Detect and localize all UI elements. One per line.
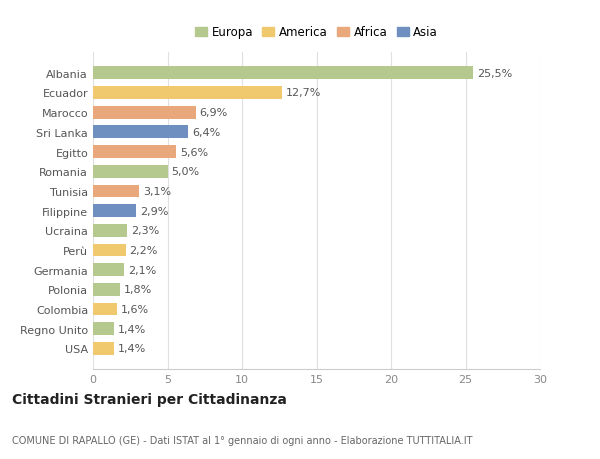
Bar	[93, 87, 282, 100]
Text: 3,1%: 3,1%	[143, 186, 171, 196]
Text: 12,7%: 12,7%	[286, 88, 322, 98]
Bar	[93, 244, 126, 257]
Text: 6,4%: 6,4%	[192, 128, 220, 138]
Bar	[93, 165, 167, 178]
Bar	[93, 264, 124, 276]
Text: 2,2%: 2,2%	[130, 246, 158, 256]
Bar	[93, 146, 176, 158]
Bar	[93, 323, 114, 336]
Text: 1,4%: 1,4%	[118, 324, 146, 334]
Bar	[93, 67, 473, 80]
Bar	[93, 185, 139, 198]
Text: 1,4%: 1,4%	[118, 344, 146, 354]
Bar	[93, 283, 120, 296]
Text: Cittadini Stranieri per Cittadinanza: Cittadini Stranieri per Cittadinanza	[12, 392, 287, 406]
Legend: Europa, America, Africa, Asia: Europa, America, Africa, Asia	[193, 24, 440, 41]
Text: 2,1%: 2,1%	[128, 265, 156, 275]
Text: COMUNE DI RAPALLO (GE) - Dati ISTAT al 1° gennaio di ogni anno - Elaborazione TU: COMUNE DI RAPALLO (GE) - Dati ISTAT al 1…	[12, 435, 473, 445]
Text: 1,6%: 1,6%	[121, 304, 149, 314]
Text: 5,0%: 5,0%	[171, 167, 199, 177]
Bar	[93, 342, 114, 355]
Text: 25,5%: 25,5%	[476, 68, 512, 78]
Bar	[93, 224, 127, 237]
Text: 2,9%: 2,9%	[140, 206, 169, 216]
Text: 2,3%: 2,3%	[131, 226, 159, 236]
Text: 6,9%: 6,9%	[200, 108, 228, 118]
Text: 1,8%: 1,8%	[124, 285, 152, 295]
Bar	[93, 303, 117, 316]
Bar	[93, 126, 188, 139]
Bar	[93, 106, 196, 119]
Bar	[93, 205, 136, 218]
Text: 5,6%: 5,6%	[180, 147, 208, 157]
